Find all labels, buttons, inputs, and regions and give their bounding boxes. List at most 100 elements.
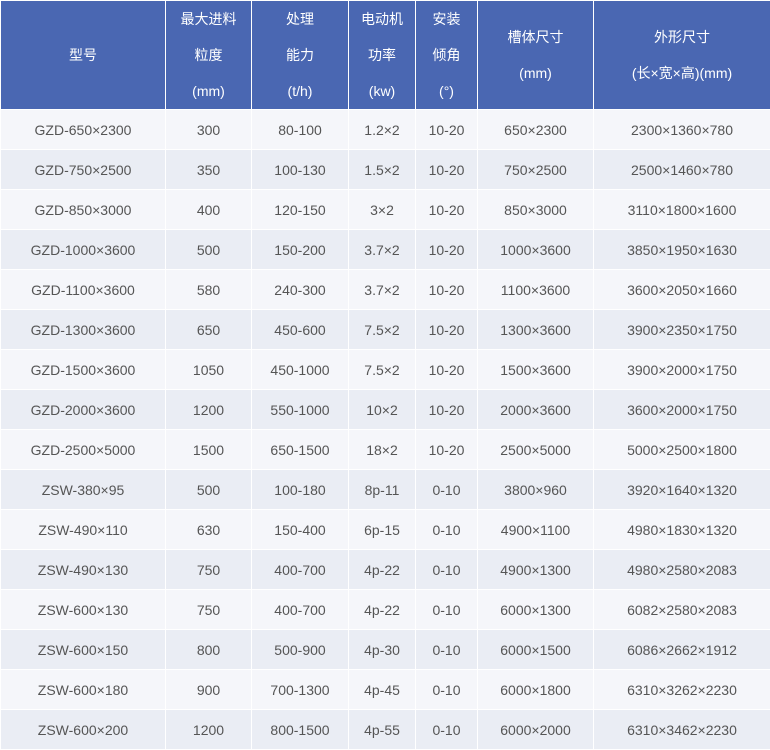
cell-install-angle: 10-20 bbox=[415, 309, 478, 350]
cell-install-angle: 0-10 bbox=[415, 469, 478, 510]
table-row: GZD-750×2500 350 100-130 1.5×2 10-20 750×2500… bbox=[0, 149, 770, 190]
cell-motor-power: 4p-55 bbox=[348, 709, 416, 750]
cell-max-feed-size: 1200 bbox=[165, 709, 252, 750]
cell-model: ZSW-600×130 bbox=[0, 589, 166, 630]
cell-max-feed-size: 800 bbox=[165, 629, 252, 670]
header-label: (mm) bbox=[192, 83, 225, 99]
header-label: 外形尺寸 bbox=[654, 29, 710, 45]
cell-install-angle: 10-20 bbox=[415, 189, 478, 230]
header-label: (mm) bbox=[519, 65, 552, 81]
table-row: ZSW-490×110 630 150-400 6p-15 0-10 4900×1100 4… bbox=[0, 509, 770, 550]
cell-overall-dimensions: 6082×2580×2083 bbox=[593, 589, 770, 630]
cell-install-angle: 10-20 bbox=[415, 109, 478, 150]
cell-capacity: 500-900 bbox=[251, 629, 349, 670]
cell-install-angle: 0-10 bbox=[415, 509, 478, 550]
cell-install-angle: 0-10 bbox=[415, 589, 478, 630]
cell-motor-power: 4p-30 bbox=[348, 629, 416, 670]
cell-model: GZD-1100×3600 bbox=[0, 269, 166, 310]
cell-overall-dimensions: 3900×2350×1750 bbox=[593, 309, 770, 350]
cell-capacity: 700-1300 bbox=[251, 669, 349, 710]
header-label: 电动机 bbox=[361, 11, 403, 27]
header-motor-power: 电动机功率 (kw) bbox=[348, 0, 416, 110]
cell-install-angle: 10-20 bbox=[415, 229, 478, 270]
cell-max-feed-size: 750 bbox=[165, 549, 252, 590]
cell-capacity: 550-1000 bbox=[251, 389, 349, 430]
cell-max-feed-size: 650 bbox=[165, 309, 252, 350]
header-label: 安装 bbox=[432, 11, 461, 27]
table-row: ZSW-600×150 800 500-900 4p-30 0-10 6000×1500 6… bbox=[0, 629, 770, 670]
header-model: 型号 bbox=[0, 0, 166, 110]
cell-capacity: 450-1000 bbox=[251, 349, 349, 390]
header-max-feed-size: 最大进料粒度 (mm) bbox=[165, 0, 252, 110]
cell-max-feed-size: 500 bbox=[165, 229, 252, 270]
cell-install-angle: 10-20 bbox=[415, 349, 478, 390]
cell-trough-size: 1100×3600 bbox=[477, 269, 594, 310]
header-label: 功率 bbox=[368, 47, 396, 63]
cell-capacity: 650-1500 bbox=[251, 429, 349, 470]
cell-motor-power: 3×2 bbox=[348, 189, 416, 230]
table-row: GZD-850×3000 400 120-150 3×2 10-20 850×3000 31… bbox=[0, 189, 770, 230]
cell-overall-dimensions: 3900×2000×1750 bbox=[593, 349, 770, 390]
cell-max-feed-size: 580 bbox=[165, 269, 252, 310]
cell-model: ZSW-600×200 bbox=[0, 709, 166, 750]
cell-trough-size: 6000×1300 bbox=[477, 589, 594, 630]
cell-capacity: 240-300 bbox=[251, 269, 349, 310]
cell-max-feed-size: 630 bbox=[165, 509, 252, 550]
cell-overall-dimensions: 4980×1830×1320 bbox=[593, 509, 770, 550]
cell-install-angle: 0-10 bbox=[415, 629, 478, 670]
cell-model: GZD-1300×3600 bbox=[0, 309, 166, 350]
cell-model: GZD-2000×3600 bbox=[0, 389, 166, 430]
cell-motor-power: 4p-22 bbox=[348, 589, 416, 630]
header-label: 倾角 bbox=[432, 47, 461, 63]
cell-trough-size: 4900×1300 bbox=[477, 549, 594, 590]
cell-motor-power: 4p-45 bbox=[348, 669, 416, 710]
header-capacity: 处理 能力 (t/h) bbox=[251, 0, 349, 110]
cell-max-feed-size: 1200 bbox=[165, 389, 252, 430]
table-row: GZD-1500×3600 1050 450-1000 7.5×2 10-20 1500×… bbox=[0, 349, 770, 390]
header-label: 最大进料 bbox=[180, 11, 237, 27]
cell-model: GZD-750×2500 bbox=[0, 149, 166, 190]
cell-install-angle: 10-20 bbox=[415, 429, 478, 470]
cell-max-feed-size: 400 bbox=[165, 189, 252, 230]
cell-model: ZSW-600×150 bbox=[0, 629, 166, 670]
cell-install-angle: 0-10 bbox=[415, 709, 478, 750]
cell-motor-power: 8p-11 bbox=[348, 469, 416, 510]
header-overall-dimensions: 外形尺寸 (长×宽×高)(mm) bbox=[593, 0, 770, 110]
table-row: GZD-650×2300 300 80-100 1.2×2 10-20 650×2300 2… bbox=[0, 109, 770, 150]
cell-install-angle: 0-10 bbox=[415, 669, 478, 710]
cell-overall-dimensions: 6310×3462×2230 bbox=[593, 709, 770, 750]
cell-overall-dimensions: 3850×1950×1630 bbox=[593, 229, 770, 270]
cell-trough-size: 6000×2000 bbox=[477, 709, 594, 750]
table-row: ZSW-600×200 1200 800-1500 4p-55 0-10 6000×200… bbox=[0, 709, 770, 750]
cell-overall-dimensions: 3920×1640×1320 bbox=[593, 469, 770, 510]
header-label: (°) bbox=[439, 83, 454, 99]
cell-model: ZSW-600×180 bbox=[0, 669, 166, 710]
table-row: ZSW-600×180 900 700-1300 4p-45 0-10 6000×1800… bbox=[0, 669, 770, 710]
cell-trough-size: 650×2300 bbox=[477, 109, 594, 150]
cell-motor-power: 7.5×2 bbox=[348, 309, 416, 350]
cell-max-feed-size: 750 bbox=[165, 589, 252, 630]
cell-trough-size: 1500×3600 bbox=[477, 349, 594, 390]
cell-motor-power: 1.5×2 bbox=[348, 149, 416, 190]
cell-motor-power: 6p-15 bbox=[348, 509, 416, 550]
cell-overall-dimensions: 3600×2000×1750 bbox=[593, 389, 770, 430]
cell-trough-size: 1300×3600 bbox=[477, 309, 594, 350]
cell-model: GZD-2500×5000 bbox=[0, 429, 166, 470]
cell-model: GZD-850×3000 bbox=[0, 189, 166, 230]
cell-capacity: 400-700 bbox=[251, 549, 349, 590]
table-row: GZD-1300×3600 650 450-600 7.5×2 10-20 1300×36… bbox=[0, 309, 770, 350]
cell-trough-size: 6000×1800 bbox=[477, 669, 594, 710]
cell-install-angle: 0-10 bbox=[415, 549, 478, 590]
cell-capacity: 100-180 bbox=[251, 469, 349, 510]
cell-trough-size: 4900×1100 bbox=[477, 509, 594, 550]
cell-overall-dimensions: 2500×1460×780 bbox=[593, 149, 770, 190]
cell-overall-dimensions: 4980×2580×2083 bbox=[593, 549, 770, 590]
header-label: 粒度 bbox=[194, 47, 223, 63]
cell-trough-size: 750×2500 bbox=[477, 149, 594, 190]
cell-overall-dimensions: 6086×2662×1912 bbox=[593, 629, 770, 670]
table-row: ZSW-490×130 750 400-700 4p-22 0-10 4900×1300 4… bbox=[0, 549, 770, 590]
header-label: (kw) bbox=[368, 83, 396, 99]
cell-overall-dimensions: 5000×2500×1800 bbox=[593, 429, 770, 470]
table-row: ZSW-600×130 750 400-700 4p-22 0-10 6000×1300 6… bbox=[0, 589, 770, 630]
